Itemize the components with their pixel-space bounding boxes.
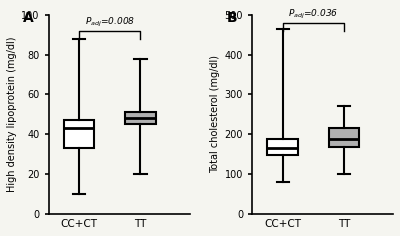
FancyBboxPatch shape <box>125 112 156 124</box>
FancyBboxPatch shape <box>329 128 359 147</box>
FancyBboxPatch shape <box>64 120 94 148</box>
Text: B: B <box>227 11 237 25</box>
Text: A: A <box>23 11 34 25</box>
Text: $P_{adj}$=0.008: $P_{adj}$=0.008 <box>85 16 135 29</box>
Text: $P_{adj}$=0.036: $P_{adj}$=0.036 <box>288 8 338 21</box>
Y-axis label: High density lipoprotein (mg/dl): High density lipoprotein (mg/dl) <box>7 37 17 192</box>
Y-axis label: Total cholesterol (mg/dl): Total cholesterol (mg/dl) <box>210 55 220 173</box>
FancyBboxPatch shape <box>267 139 298 155</box>
